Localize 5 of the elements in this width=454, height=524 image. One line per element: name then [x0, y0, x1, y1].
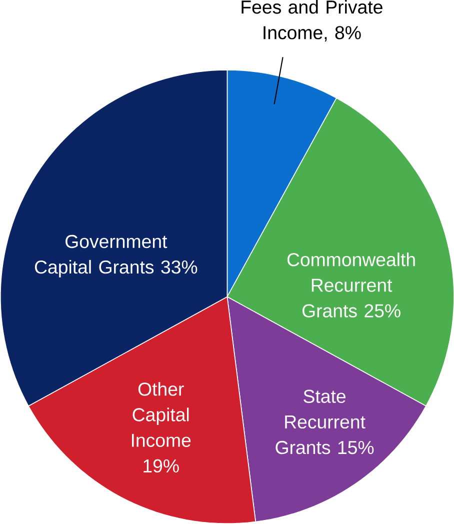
- slice-label: State Recurrent Grants 15%: [276, 390, 374, 454]
- slice-label: Government Capital Grants 33%: [34, 234, 197, 278]
- slice-label: Commonwealth Recurrent Grants 25%: [287, 252, 415, 318]
- slice-label: Fees and Private Income, 8%: [242, 0, 382, 42]
- slice-label: Other Capital Income 19%: [132, 382, 190, 473]
